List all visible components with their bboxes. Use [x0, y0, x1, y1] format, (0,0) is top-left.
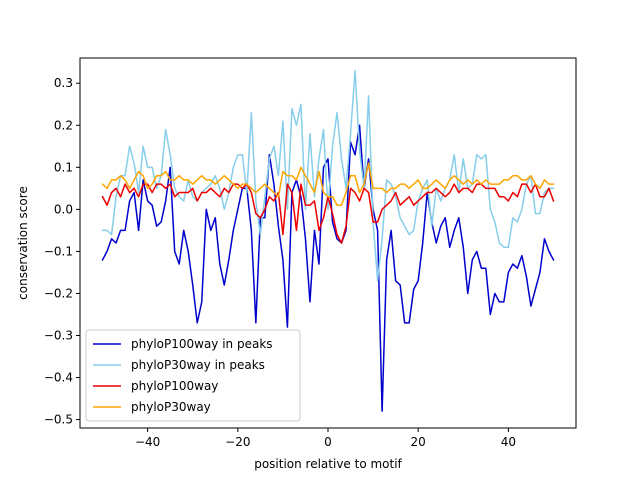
legend-label-4: phyloP30way — [131, 400, 211, 414]
legend: phyloP100way in peaks phyloP30way in peak… — [85, 329, 301, 422]
y-tick-label: −0.2 — [44, 286, 73, 300]
legend-label-2: phyloP30way in peaks — [131, 358, 265, 372]
x-axis-label: position relative to motif — [254, 457, 402, 471]
series-line-1 — [101, 124, 555, 412]
y-tick-label: 0.1 — [54, 160, 73, 174]
y-tick-label: −0.1 — [44, 244, 73, 258]
series-line-4 — [101, 162, 555, 206]
x-tick-label: 0 — [324, 435, 332, 449]
x-tick-label: 20 — [411, 435, 426, 449]
legend-label-3: phyloP100way — [131, 379, 218, 393]
y-tick-label: 0.2 — [54, 118, 73, 132]
y-tick-label: 0.0 — [54, 202, 73, 216]
series-layer — [101, 69, 555, 412]
y-tick-label: 0.3 — [54, 76, 73, 90]
x-tick-label: −40 — [135, 435, 160, 449]
legend-box — [85, 329, 301, 422]
x-tick-label: −20 — [225, 435, 250, 449]
y-axis-label: conservation score — [16, 186, 30, 300]
y-tick-label: −0.4 — [44, 371, 73, 385]
plot-area — [79, 57, 577, 429]
y-axis: −0.5 −0.4 −0.3 −0.2 −0.1 0.0 0.1 0.2 0.3 — [44, 76, 80, 427]
y-tick-label: −0.3 — [44, 329, 73, 343]
x-tick-label: 40 — [501, 435, 516, 449]
x-axis: −40 −20 0 20 40 — [135, 428, 516, 449]
y-tick-label: −0.5 — [44, 413, 73, 427]
legend-label-1: phyloP100way in peaks — [131, 337, 273, 351]
